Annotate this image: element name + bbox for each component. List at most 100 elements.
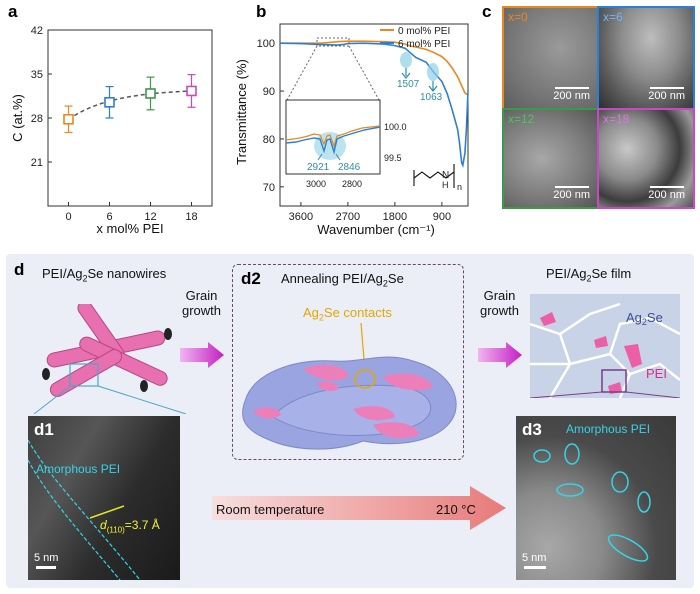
- annot-1507: 1507: [397, 79, 420, 90]
- b-xtick-label-2: 1800: [383, 211, 407, 223]
- grain-growth-text-2: Grain growth: [480, 288, 520, 318]
- film-pei-label: PEI: [646, 366, 667, 381]
- a-point-0: [63, 113, 74, 125]
- a-ytick-label-1: 28: [31, 113, 43, 125]
- a-point-2: [145, 88, 156, 99]
- pei-structure-icon: [413, 164, 455, 188]
- sem-tile-x18: x=18 200 nm: [597, 108, 695, 209]
- zoom-box: [316, 37, 350, 47]
- panel-b-xlabel: Wavenumber (cm⁻¹): [317, 222, 435, 237]
- panel-a-chart: 21 28 35 42 0 6 12 18 x mol% PEI C (at.%): [10, 25, 213, 236]
- panel-b-chart: 70 80 90 100 3600 2700 1800 900 0 mol% PEI 6 mol…: [234, 23, 469, 237]
- grain-growth-text-1: Grain growth: [182, 288, 222, 318]
- annot-1063: 1063: [420, 92, 443, 103]
- b-legend-label-1: 6 mol% PEI: [398, 39, 450, 50]
- temp-right-label: 210 °C: [436, 502, 476, 517]
- sem-scale-x6: 200 nm: [648, 87, 685, 102]
- inset-arrow-a: [317, 153, 323, 161]
- a-ytick-label-0: 21: [31, 157, 43, 169]
- sem-label-x12: x=12: [508, 112, 535, 126]
- sem-scale-x18: 200 nm: [648, 186, 685, 201]
- grain-growth-arrow-2: [478, 342, 522, 368]
- sem-label-x0: x=0: [508, 10, 528, 24]
- b-legend-label-0: 0 mol% PEI: [398, 26, 450, 37]
- temp-left-label: Room temperature: [216, 502, 325, 517]
- panel-a-ticks: 21 28 35 42 0 6 12 18: [31, 25, 198, 223]
- b-series-1: [279, 42, 469, 168]
- panel-b-ylabel: Transmittance (%): [234, 59, 249, 165]
- annot-2921: 2921: [307, 162, 330, 173]
- pei-subscript: n: [457, 182, 462, 192]
- sem-label-x6: x=6: [603, 10, 623, 24]
- contact-circle: [354, 369, 376, 389]
- pei-n-atom: N: [442, 170, 449, 181]
- highlight-1063: [427, 63, 439, 81]
- sem-label-x18: x=18: [603, 112, 630, 126]
- panel-d: d PEI/Ag2Se nanowires Grain growth d2 An…: [6, 254, 694, 588]
- panel-c-label: c: [482, 2, 492, 21]
- d2-label: d2: [241, 269, 261, 288]
- d1-amorphous-label: Amorphous PEI: [36, 462, 121, 476]
- panel-a-xlabel: x mol% PEI: [96, 221, 163, 236]
- b-series-0: [280, 40, 469, 96]
- panel-b-lines: [279, 40, 469, 168]
- a-point-3: [186, 85, 197, 97]
- d1-label: d1: [34, 420, 54, 439]
- zoom-line-right: [348, 45, 380, 101]
- sem-scale-x12: 200 nm: [553, 186, 590, 201]
- panel-d-label: d: [14, 260, 25, 279]
- inset-line-6: [285, 126, 381, 155]
- d2-title: Annealing PEI/Ag2Se: [281, 271, 404, 289]
- inset-val-top: 100.0: [384, 122, 407, 132]
- film-illustration: Ag2Se PEI: [530, 294, 680, 398]
- film-zoom-box: [601, 369, 627, 393]
- a-xtick-label-3: 18: [185, 211, 197, 223]
- d3-scale: 5 nm: [522, 552, 547, 564]
- panel-a-ylabel: C (at.%): [10, 94, 25, 142]
- tem-d3: d3 Amorphous PEI 5 nm: [516, 416, 676, 580]
- a-point-1: [104, 96, 115, 108]
- grain-growth-arrow-1: [180, 342, 224, 368]
- b-xtick-label-3: 900: [433, 211, 451, 223]
- inset-tick-3000: 3000: [306, 179, 326, 189]
- inset-val-bottom: 99.5: [384, 153, 402, 163]
- film-ag2se-label: Ag2Se: [626, 310, 663, 327]
- sem-tile-x12: x=12 200 nm: [502, 108, 600, 209]
- sem-tile-x6: x=6 200 nm: [597, 6, 695, 110]
- nanowire-zoom-box: [69, 363, 99, 387]
- pei-h-atom: H: [442, 180, 449, 190]
- sem-scale-x0: 200 nm: [553, 87, 590, 102]
- b-ytick-label-2: 90: [263, 86, 275, 98]
- a-xtick-label-1: 6: [106, 211, 112, 223]
- annot-2846: 2846: [338, 162, 361, 173]
- d1-scale: 5 nm: [34, 552, 59, 564]
- inset-tick-2800: 2800: [342, 179, 362, 189]
- sem-tile-x0: x=0 200 nm: [502, 6, 600, 110]
- panel-a-fit-line: [68, 90, 192, 120]
- d2-box: d2 Annealing PEI/Ag2Se Ag2Se contacts: [232, 264, 464, 460]
- inset-line-0: [285, 125, 381, 148]
- contacts-label: Ag2Se contacts: [303, 305, 392, 323]
- nanowire-illustration: [33, 304, 187, 414]
- temperature-arrow: [212, 486, 506, 530]
- highlight-1507: [400, 52, 412, 68]
- panel-a-label: a: [8, 2, 18, 21]
- b-xtick-label-1: 2700: [336, 211, 360, 223]
- panel-a-points: [63, 74, 197, 134]
- panel-b-ticks: 70 80 90 100 3600 2700 1800 900: [257, 38, 451, 223]
- a-ytick-label-2: 35: [31, 69, 43, 81]
- d3-label: d3: [522, 420, 542, 439]
- panel-b-label: b: [256, 2, 267, 21]
- tem-d1: d1 Amorphous PEI d(110)=3.7 Å 5 nm: [28, 416, 180, 580]
- film-title: PEI/Ag2Se film: [546, 266, 632, 284]
- annealed-structure: [242, 322, 457, 450]
- panel-b-frame: [279, 23, 469, 207]
- zoom-line-left: [286, 45, 318, 101]
- d1-spacing-label: d(110)=3.7 Å: [100, 518, 160, 535]
- b-xtick-label-0: 3600: [289, 211, 313, 223]
- a-ytick-label-3: 42: [31, 25, 43, 37]
- b-ytick-label-1: 80: [263, 134, 275, 146]
- nanowires-title: PEI/Ag2Se nanowires: [42, 266, 167, 284]
- b-ytick-label-0: 70: [263, 182, 275, 194]
- inset-arrow-b: [335, 153, 341, 161]
